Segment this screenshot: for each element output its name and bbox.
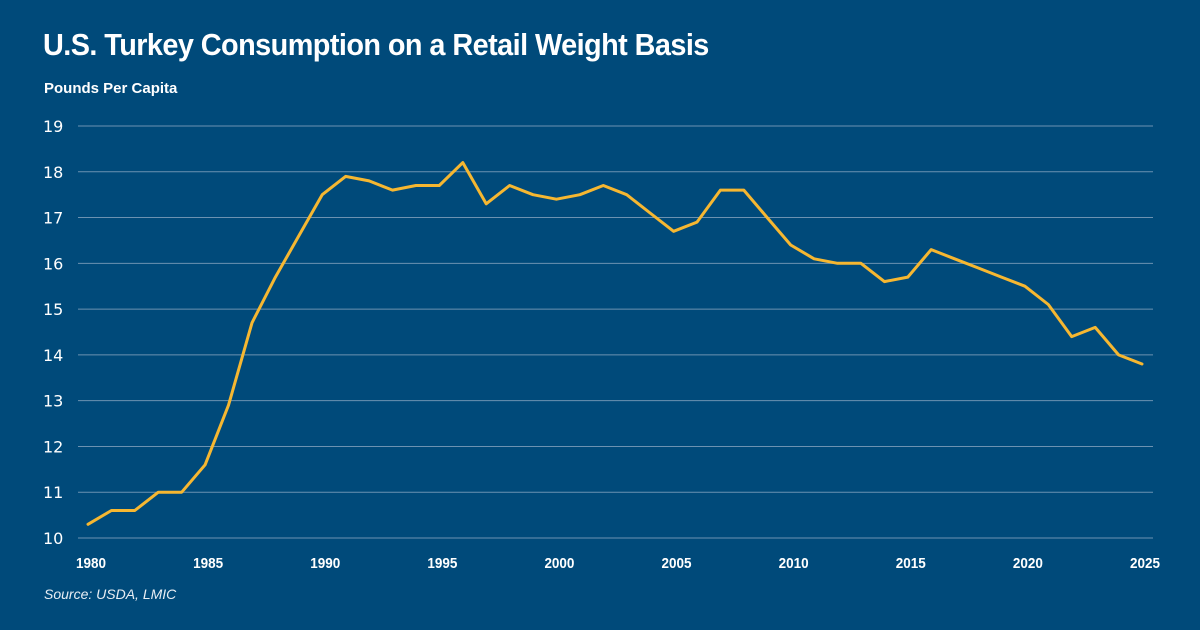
x-tick-label: 2025	[1130, 555, 1160, 572]
x-tick-label: 2000	[544, 555, 574, 572]
y-tick-label: 18	[43, 163, 63, 182]
chart-title: U.S. Turkey Consumption on a Retail Weig…	[43, 27, 709, 62]
x-tick-label: 2005	[662, 555, 692, 572]
x-tick-label: 2015	[896, 555, 926, 572]
y-tick-label: 14	[43, 346, 63, 365]
y-tick-label: 12	[43, 437, 63, 456]
x-tick-label: 2020	[1013, 555, 1043, 572]
series-layer	[86, 161, 1144, 526]
x-tick-label: 1995	[427, 555, 457, 572]
source-note: Source: USDA, LMIC	[44, 586, 177, 602]
x-tick-label: 2010	[779, 555, 809, 572]
y-tick-label: 19	[43, 117, 63, 136]
x-tick-label: 1980	[76, 555, 106, 572]
y-axis-ticks: 10 11 12 13 14 15 16 17 18 19	[43, 117, 63, 548]
x-tick-label: 1985	[193, 555, 223, 572]
y-tick-label: 11	[43, 483, 63, 502]
y-tick-label: 13	[43, 392, 63, 411]
y-tick-label: 17	[43, 209, 63, 228]
x-axis-ticks: 1980 1985 1990 1995 2000 2005 2010 2015 2020 2025	[76, 555, 1160, 572]
y-tick-label: 16	[43, 254, 63, 273]
y-tick-label: 15	[43, 300, 63, 319]
series-line	[86, 161, 1144, 526]
y-tick-label: 10	[43, 529, 63, 548]
x-tick-label: 1990	[310, 555, 340, 572]
gridlines	[78, 125, 1153, 539]
y-axis-label: Pounds Per Capita	[44, 80, 178, 97]
